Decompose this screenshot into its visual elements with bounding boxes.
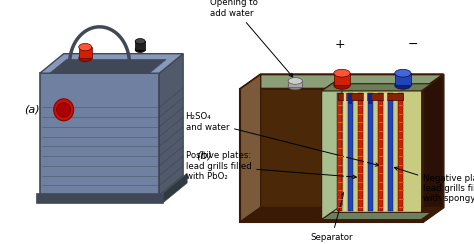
Ellipse shape — [135, 47, 145, 52]
Polygon shape — [36, 193, 163, 203]
Ellipse shape — [54, 99, 73, 121]
Ellipse shape — [334, 69, 350, 77]
Ellipse shape — [79, 54, 91, 62]
Polygon shape — [378, 93, 383, 211]
FancyBboxPatch shape — [364, 93, 366, 211]
FancyBboxPatch shape — [135, 41, 145, 50]
Polygon shape — [40, 54, 183, 73]
Ellipse shape — [395, 69, 411, 77]
Ellipse shape — [135, 39, 145, 44]
Polygon shape — [368, 93, 373, 211]
Text: Opening to
add water: Opening to add water — [210, 0, 293, 77]
Ellipse shape — [395, 81, 411, 89]
FancyBboxPatch shape — [384, 93, 387, 211]
Polygon shape — [240, 207, 444, 222]
Ellipse shape — [288, 83, 302, 90]
Polygon shape — [159, 54, 183, 195]
Text: Negative plates:
lead grills filled
with spongy lead: Negative plates: lead grills filled with… — [394, 167, 474, 203]
Polygon shape — [240, 74, 261, 222]
FancyBboxPatch shape — [344, 93, 346, 211]
Ellipse shape — [79, 43, 91, 51]
Text: (b): (b) — [196, 150, 211, 160]
Ellipse shape — [57, 102, 71, 117]
Polygon shape — [163, 173, 187, 203]
Ellipse shape — [334, 81, 350, 89]
Text: (a): (a) — [24, 105, 39, 115]
Polygon shape — [322, 212, 431, 220]
FancyBboxPatch shape — [395, 73, 411, 85]
Text: Positive plates:
lead grills filled
with PbO₂: Positive plates: lead grills filled with… — [185, 152, 356, 181]
FancyBboxPatch shape — [79, 47, 92, 58]
FancyBboxPatch shape — [368, 93, 373, 104]
Polygon shape — [398, 93, 403, 211]
Text: Separator: Separator — [310, 192, 353, 242]
Polygon shape — [40, 73, 159, 195]
Ellipse shape — [288, 78, 302, 84]
FancyBboxPatch shape — [348, 93, 352, 104]
Text: −: − — [408, 38, 419, 51]
Text: +: + — [335, 38, 345, 51]
Polygon shape — [240, 74, 444, 89]
FancyBboxPatch shape — [338, 93, 403, 100]
FancyBboxPatch shape — [334, 73, 350, 85]
Polygon shape — [358, 93, 363, 211]
Polygon shape — [347, 93, 353, 211]
Polygon shape — [322, 84, 431, 91]
Polygon shape — [337, 93, 342, 211]
Polygon shape — [240, 89, 423, 222]
FancyBboxPatch shape — [288, 81, 302, 87]
Polygon shape — [50, 60, 166, 73]
Text: H₂SO₄
and water: H₂SO₄ and water — [185, 112, 379, 166]
Polygon shape — [322, 77, 342, 220]
Polygon shape — [322, 91, 421, 220]
Polygon shape — [423, 74, 444, 222]
Polygon shape — [388, 93, 393, 211]
